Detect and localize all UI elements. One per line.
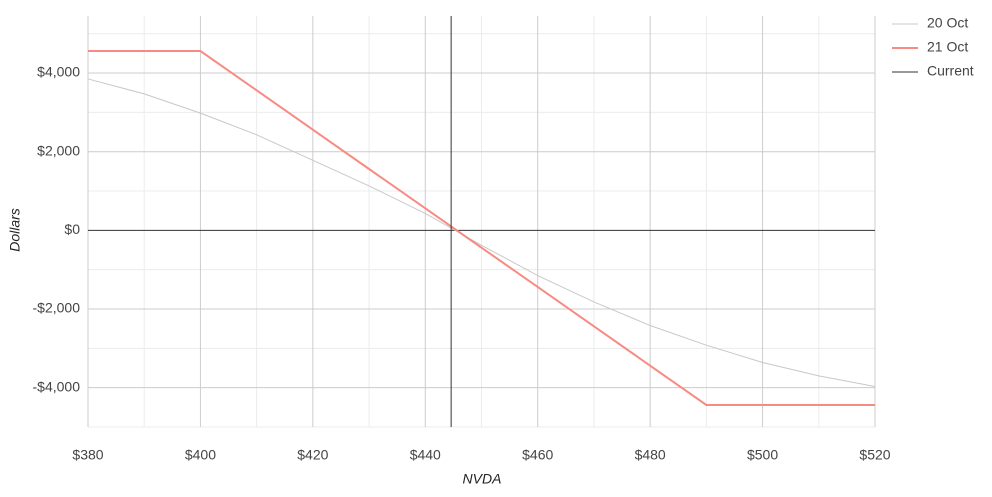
series-line [87, 78, 876, 387]
y-tick-label: -$4,000 [33, 378, 81, 394]
legend-label: Current [927, 63, 974, 79]
x-tick-label: $500 [747, 447, 778, 463]
y-tick-label: $0 [64, 221, 80, 237]
y-tick-label: $2,000 [37, 142, 80, 158]
y-axis-title: Dollars [7, 208, 23, 252]
x-tick-label: $380 [72, 447, 103, 463]
y-tick-label: -$2,000 [33, 300, 81, 316]
x-tick-label: $520 [859, 447, 890, 463]
legend-label: 21 Oct [927, 39, 968, 55]
legend-label: 20 Oct [927, 15, 968, 31]
series-line [88, 50, 875, 406]
y-tick-label: $4,000 [37, 64, 80, 80]
x-tick-label: $400 [185, 447, 216, 463]
x-tick-label: $480 [635, 447, 666, 463]
x-axis-title: NVDA [463, 471, 502, 487]
x-tick-label: $460 [522, 447, 553, 463]
x-tick-label: $420 [297, 447, 328, 463]
x-tick-label: $440 [410, 447, 441, 463]
